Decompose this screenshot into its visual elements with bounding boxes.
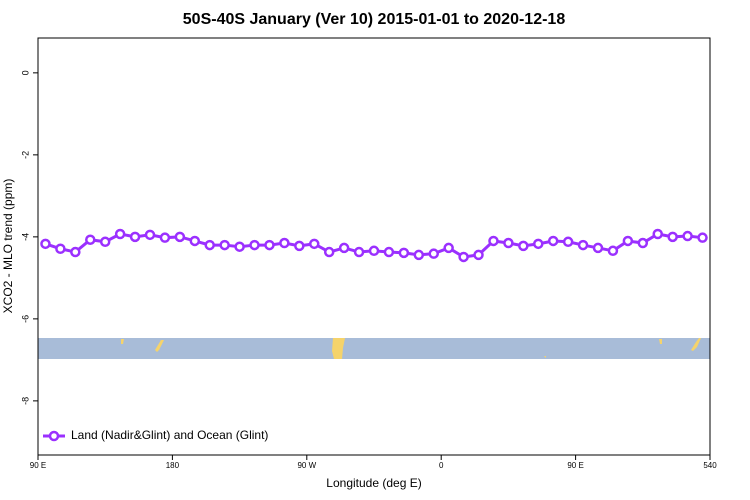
point [368, 245, 380, 257]
point [667, 231, 678, 243]
point [413, 249, 425, 261]
point [607, 245, 619, 257]
point [473, 249, 484, 261]
land-ocean-map [38, 338, 710, 359]
x-tick-label: 0 [439, 461, 444, 470]
chart-title: 50S-40S January (Ver 10) 2015-01-01 to 2… [183, 11, 566, 28]
point [323, 246, 335, 258]
point [637, 237, 649, 249]
x-axis-label: Longitude (deg E) [326, 476, 421, 490]
point [338, 242, 350, 254]
point [70, 246, 81, 258]
point [697, 232, 708, 243]
point [144, 229, 156, 241]
legend-marker [48, 430, 60, 442]
point [398, 247, 410, 259]
point [622, 235, 634, 247]
point [309, 238, 320, 250]
point [189, 235, 201, 247]
point [682, 230, 693, 242]
point [85, 234, 96, 245]
point [383, 246, 395, 258]
point [55, 243, 66, 255]
x-tick-label: 90 W [297, 461, 316, 470]
point [174, 231, 186, 243]
point [533, 238, 544, 250]
point [219, 239, 230, 251]
point [294, 240, 305, 252]
point [428, 248, 439, 259]
y-tick-label: -8 [20, 397, 30, 405]
point [458, 251, 469, 263]
point [443, 242, 454, 254]
point [592, 242, 604, 254]
point [562, 236, 574, 248]
legend-label: Land (Nadir&Glint) and Ocean (Glint) [71, 428, 268, 442]
x-tick-label: 90 E [567, 461, 583, 470]
y-axis-label: XCO2 - MLO trend (ppm) [1, 179, 15, 314]
point [114, 228, 126, 240]
point [577, 239, 589, 251]
y-tick-label: -6 [20, 315, 30, 323]
point [249, 239, 260, 251]
x-tick-label: 90 E [30, 461, 46, 470]
point [40, 238, 51, 250]
point [279, 237, 290, 249]
point [503, 237, 514, 249]
point [264, 239, 275, 251]
point [547, 235, 559, 247]
y-tick-label: -2 [20, 151, 30, 159]
point [652, 228, 663, 240]
y-tick-label: -4 [20, 233, 30, 241]
point [159, 232, 171, 243]
point [353, 246, 365, 258]
point [99, 236, 111, 248]
point [488, 235, 499, 247]
point [129, 231, 141, 243]
point [518, 240, 529, 252]
point [204, 239, 215, 251]
plot-frame [37, 37, 711, 456]
ocean-band [38, 338, 710, 359]
y-tick-label: 0 [20, 70, 30, 75]
x-tick-label: 540 [703, 461, 717, 470]
x-tick-label: 180 [166, 461, 180, 470]
point [234, 241, 245, 252]
